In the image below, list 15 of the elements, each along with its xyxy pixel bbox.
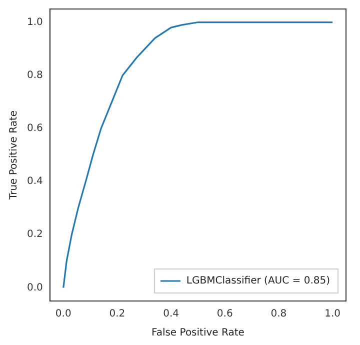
y-tick-label: 0.6 — [26, 123, 43, 134]
y-tick-label: 0.8 — [26, 70, 43, 81]
y-tick-label: 0.2 — [26, 229, 43, 240]
y-axis-title: True Positive Rate — [8, 110, 20, 201]
x-tick-label: 0.6 — [216, 308, 233, 320]
y-tick-label: 0.0 — [26, 282, 43, 294]
x-tick-label: 0.0 — [55, 308, 72, 320]
legend-label: LGBMClassifier (AUC = 0.85) — [186, 276, 330, 287]
x-tick-label: 0.4 — [163, 308, 179, 320]
x-tick-label: 1.0 — [324, 308, 340, 320]
x-axis-title: False Positive Rate — [151, 328, 244, 339]
y-tick-label: 0.4 — [26, 176, 43, 188]
x-tick-label: 0.2 — [109, 308, 126, 320]
x-tick-label: 0.8 — [270, 308, 287, 320]
y-tick-label: 1.0 — [26, 16, 43, 28]
